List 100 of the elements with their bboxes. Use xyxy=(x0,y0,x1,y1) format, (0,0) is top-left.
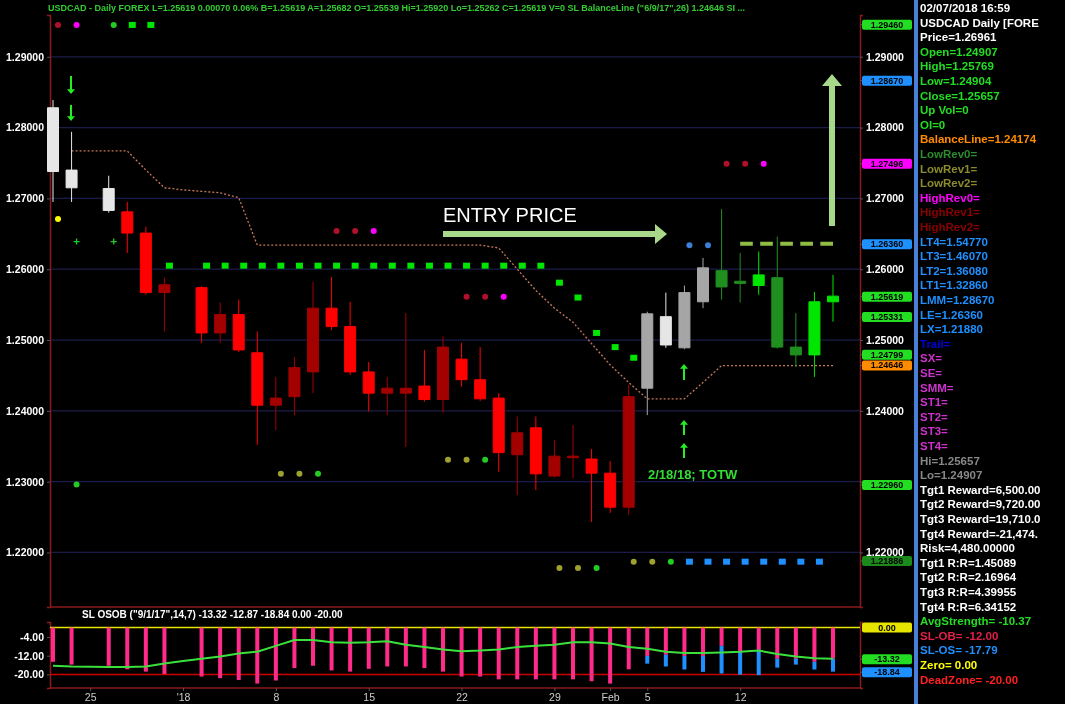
point xyxy=(444,262,452,269)
point xyxy=(742,160,749,167)
text: Open=1.24907 xyxy=(920,45,998,58)
point xyxy=(73,21,80,28)
candlestick xyxy=(381,376,394,416)
bar xyxy=(571,627,575,680)
text: SE= xyxy=(920,367,943,379)
text: SMM= xyxy=(920,381,954,394)
point xyxy=(110,21,117,28)
text: HighRev1= xyxy=(920,206,981,219)
point xyxy=(556,565,563,572)
text: Tgt2 Reward=9,720.00 xyxy=(920,498,1041,511)
point xyxy=(482,293,489,300)
bar xyxy=(831,658,835,672)
bar xyxy=(812,661,817,670)
y2-tick-label: 1.24646 xyxy=(870,360,904,371)
point xyxy=(295,262,303,269)
text: OI=0 xyxy=(920,118,946,131)
bar xyxy=(663,627,668,655)
point xyxy=(277,262,285,269)
line-series xyxy=(52,639,834,668)
bar xyxy=(329,627,334,671)
bar xyxy=(552,627,557,680)
text: 02/07/2018 16:59 xyxy=(920,2,1011,14)
text: SL-OS= -17.79 xyxy=(920,644,998,657)
y2-tick-label: -13.32 xyxy=(874,654,900,665)
candlestick xyxy=(474,346,487,402)
candlestick xyxy=(399,312,412,448)
y2-tick-label: 1.25619 xyxy=(870,291,904,302)
text: LowRev1= xyxy=(920,162,978,175)
point xyxy=(685,558,693,565)
candlestick xyxy=(604,460,617,514)
bar xyxy=(218,627,223,679)
candlestick xyxy=(492,392,505,473)
bar xyxy=(533,627,538,680)
bar xyxy=(793,627,798,659)
candlestick xyxy=(362,361,375,413)
bar xyxy=(626,627,631,670)
bar xyxy=(701,655,705,672)
point xyxy=(445,456,451,463)
point xyxy=(240,262,248,269)
text: SL-OB= -12.00 xyxy=(920,629,999,642)
point xyxy=(500,262,508,269)
candlestick xyxy=(511,416,524,496)
chart-title: SL OSOB ("9/1/17",14,7) -13.32 -12.87 -18.84 0.00 -20.00 xyxy=(82,609,343,620)
y2-tick-label: 1.25000 xyxy=(866,333,905,346)
point xyxy=(704,558,712,565)
candlestick xyxy=(734,252,747,303)
bar xyxy=(441,627,445,672)
candlestick xyxy=(65,131,78,203)
candlestick xyxy=(789,312,802,368)
text: Tgt3 Reward=19,710.0 xyxy=(920,513,1041,525)
point xyxy=(73,481,80,488)
point xyxy=(128,21,136,28)
y-tick-label: 1.28000 xyxy=(6,121,45,134)
text: ST1= xyxy=(920,396,949,409)
point xyxy=(351,262,359,269)
candlestick xyxy=(102,175,115,214)
text: Close=1.25657 xyxy=(920,89,1000,102)
bar xyxy=(775,627,780,659)
text: USDCAD Daily [FORE xyxy=(920,16,1040,29)
candlestick xyxy=(214,302,227,344)
y2-tick-label: 1.25331 xyxy=(870,311,904,322)
y-tick-label: 1.27000 xyxy=(6,192,45,205)
y2-tick-label: 1.26360 xyxy=(870,239,904,250)
y-tick-label: 1.29000 xyxy=(6,50,45,63)
text: ST4= xyxy=(920,440,949,452)
x-tick-label: 29 xyxy=(549,691,561,704)
text: Tgt4 R:R=6.34152 xyxy=(920,600,1017,613)
point xyxy=(593,329,601,336)
bar xyxy=(236,627,241,681)
candlestick xyxy=(567,424,579,479)
candlestick xyxy=(269,376,282,431)
line-series xyxy=(70,150,834,400)
point xyxy=(333,262,341,269)
text: LowRev0= xyxy=(920,148,978,160)
point xyxy=(314,262,322,269)
text: LowRev2= xyxy=(920,177,978,190)
y2-tick-label: 1.24000 xyxy=(866,404,905,417)
point xyxy=(55,21,61,28)
point xyxy=(277,470,284,477)
candlestick xyxy=(827,274,839,323)
y2-tick-label: 1.27496 xyxy=(870,158,904,169)
x-tick-label: 5 xyxy=(644,691,651,704)
y-tick-label: -20.00 xyxy=(14,668,45,681)
bar xyxy=(682,655,687,670)
candlestick xyxy=(548,439,561,478)
candlestick xyxy=(622,384,635,516)
text: LMM=1.28670 xyxy=(920,294,995,306)
text: Up Vol=0 xyxy=(920,104,969,117)
bar xyxy=(663,654,668,667)
candlestick xyxy=(121,201,134,254)
bar xyxy=(831,627,835,659)
y2-tick-label: 1.29460 xyxy=(870,19,904,30)
y-tick-label: -4.00 xyxy=(20,630,45,643)
bar xyxy=(311,627,315,666)
point xyxy=(333,227,340,234)
text: Tgt1 Reward=6,500.00 xyxy=(920,483,1041,496)
point xyxy=(723,558,731,565)
text: Tgt3 R:R=4.39955 xyxy=(920,586,1017,598)
